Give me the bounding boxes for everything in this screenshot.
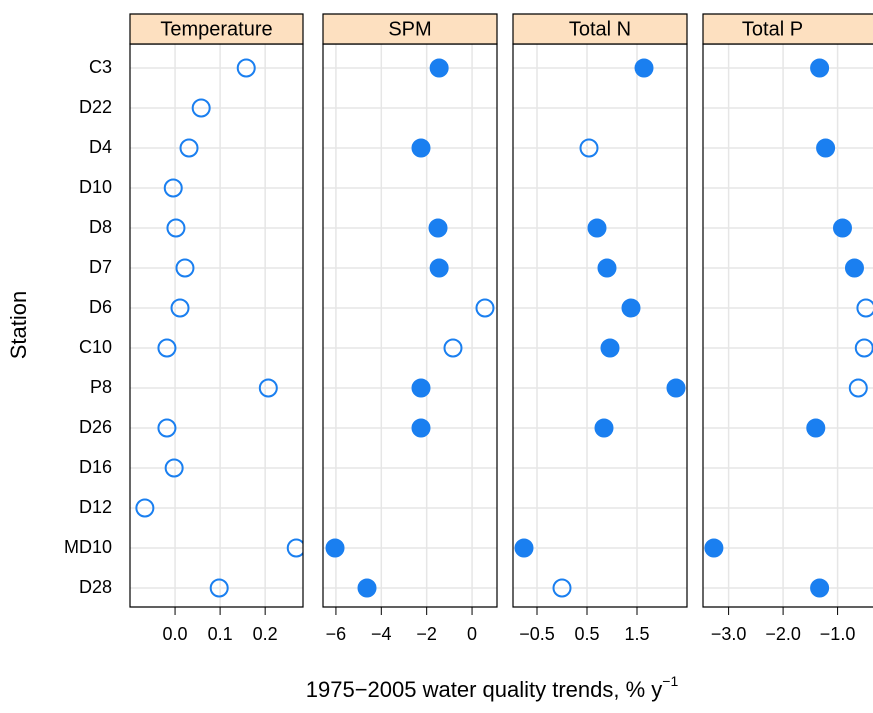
x-tick-label: −1.0 (820, 624, 856, 644)
dot (634, 58, 654, 78)
y-tick-label: D22 (79, 97, 112, 117)
dot (164, 458, 184, 478)
dot (258, 378, 278, 398)
y-tick-label: C3 (89, 57, 112, 77)
y-tick-label: C10 (79, 337, 112, 357)
y-tick-label: P8 (90, 377, 112, 397)
dot (135, 498, 155, 518)
dot (552, 578, 572, 598)
x-tick-label: 0.1 (208, 624, 233, 644)
dot (157, 418, 177, 438)
dot (179, 138, 199, 158)
panel-frame (322, 43, 498, 608)
x-tick-label: 0 (467, 624, 477, 644)
y-tick-label: D8 (89, 217, 112, 237)
x-axis-label-main: 1975−2005 water quality trends, % y (306, 677, 663, 702)
x-tick-label: 0.5 (574, 624, 599, 644)
dot (191, 98, 211, 118)
dot (236, 58, 256, 78)
dot (175, 258, 195, 278)
panel-frame (512, 43, 688, 608)
dot (443, 338, 463, 358)
x-axis-label-sup: −1 (662, 673, 678, 689)
x-tick-label: −2 (416, 624, 437, 644)
dot (475, 298, 495, 318)
dot (856, 298, 873, 318)
strip (512, 13, 688, 45)
x-tick-label: −0.5 (519, 624, 555, 644)
x-tick-label: −4 (371, 624, 392, 644)
dot (157, 338, 177, 358)
dot (411, 418, 431, 438)
points (135, 58, 303, 598)
dot (429, 258, 449, 278)
x-tick-label: −3.0 (711, 624, 747, 644)
y-tick-label: MD10 (64, 537, 112, 557)
dot (166, 218, 186, 238)
dot (600, 338, 620, 358)
dot (286, 538, 303, 558)
dot (597, 258, 617, 278)
dot (621, 298, 641, 318)
panel-title: Total P (742, 18, 803, 40)
strip (702, 13, 873, 45)
y-tick-label: D6 (89, 297, 112, 317)
points (514, 58, 686, 598)
dot (514, 538, 534, 558)
dot (170, 298, 190, 318)
dot (357, 578, 377, 598)
dot (666, 378, 686, 398)
dot (209, 578, 229, 598)
dot (832, 218, 852, 238)
y-axis-label: Station (6, 291, 31, 360)
y-tick-label: D26 (79, 417, 112, 437)
x-tick-label: 0.0 (163, 624, 188, 644)
x-tick-label: −6 (326, 624, 347, 644)
dot (579, 138, 599, 158)
dot (163, 178, 183, 198)
dot (429, 58, 449, 78)
dot (594, 418, 614, 438)
panel-title: Temperature (160, 18, 272, 40)
panel-title: SPM (388, 18, 431, 40)
dot (428, 218, 448, 238)
dot (810, 58, 830, 78)
dot (810, 578, 830, 598)
dot (844, 258, 864, 278)
points (325, 58, 495, 598)
dot (704, 538, 724, 558)
dot (411, 138, 431, 158)
y-tick-label: D10 (79, 177, 112, 197)
y-tick-label: D16 (79, 457, 112, 477)
dot (411, 378, 431, 398)
strip (322, 13, 498, 45)
dot (816, 138, 836, 158)
x-tick-label: 1.5 (624, 624, 649, 644)
y-tick-label: D28 (79, 577, 112, 597)
dot (325, 538, 345, 558)
points (704, 58, 873, 598)
y-tick-label: D12 (79, 497, 112, 517)
dot (806, 418, 826, 438)
panel-title: Total N (569, 18, 631, 40)
dot (848, 378, 868, 398)
x-tick-label: 0.2 (253, 624, 278, 644)
panel-frame (129, 43, 304, 608)
y-tick-label: D4 (89, 137, 112, 157)
dot (587, 218, 607, 238)
x-tick-label: −2.0 (765, 624, 801, 644)
x-axis-label: 1975−2005 water quality trends, % y−1 (306, 673, 679, 702)
strip (129, 13, 304, 45)
y-tick-label: D7 (89, 257, 112, 277)
